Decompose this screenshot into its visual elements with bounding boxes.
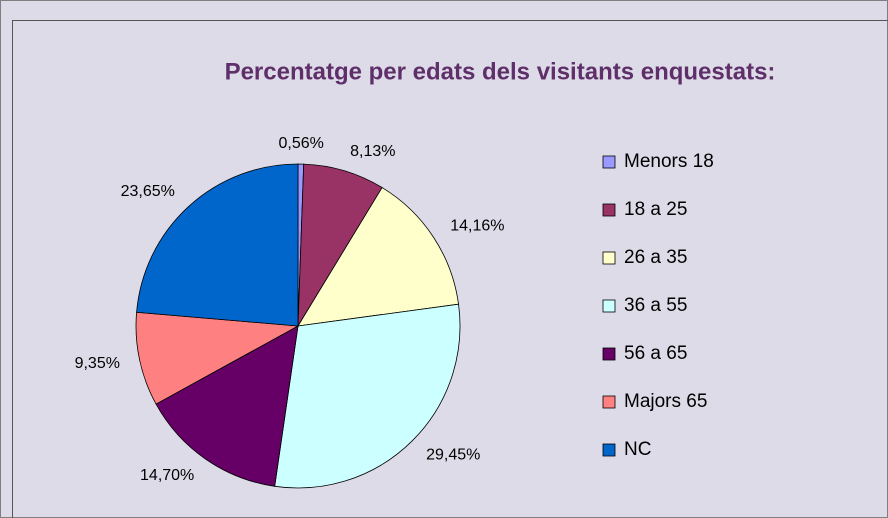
legend-swatch — [602, 155, 616, 169]
data-label: 14,70% — [140, 467, 194, 484]
chart-title: Percentatge per edats dels visitants enq… — [225, 58, 776, 85]
data-label: 14,16% — [450, 217, 504, 234]
pie-slice — [136, 163, 299, 327]
legend-swatch — [602, 203, 616, 217]
legend-swatch — [602, 251, 616, 265]
data-label: 29,45% — [426, 447, 480, 464]
legend-label: NC — [624, 439, 651, 460]
legend-swatch — [602, 395, 616, 409]
pie-slice — [135, 311, 300, 405]
legend-swatch — [602, 299, 616, 313]
data-label: 9,35% — [75, 355, 120, 372]
pie-slice — [155, 325, 299, 487]
legend-swatch — [602, 443, 616, 457]
plot-border — [12, 20, 888, 518]
legend-swatch — [602, 347, 616, 361]
pie-slice — [274, 303, 461, 489]
data-label: 8,13% — [350, 143, 395, 160]
legend-label: 56 a 65 — [624, 343, 687, 364]
legend-label: Menors 18 — [624, 151, 714, 172]
pie-slice — [297, 187, 459, 327]
legend-label: 18 a 25 — [624, 199, 687, 220]
legend-label: 36 a 55 — [624, 295, 687, 316]
data-label: 0,56% — [279, 135, 324, 152]
data-label: 23,65% — [121, 183, 175, 200]
legend-label: Majors 65 — [624, 391, 707, 412]
legend-label: 26 a 35 — [624, 247, 687, 268]
